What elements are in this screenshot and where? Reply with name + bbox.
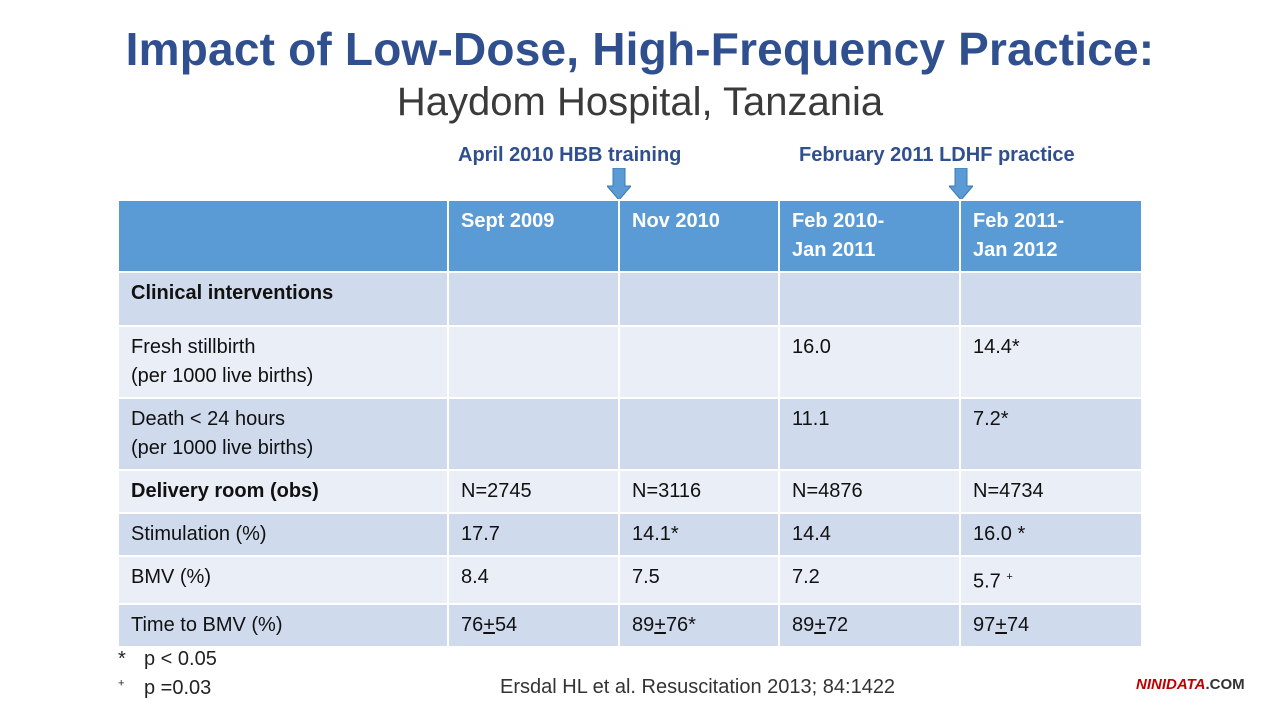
- table-row: Clinical interventions: [117, 271, 1143, 327]
- down-arrow-icon: [607, 168, 631, 200]
- table-cell: N=4876: [778, 469, 961, 514]
- table-row: Stimulation (%) 17.7 14.1* 14.4 16.0 *: [117, 512, 1143, 557]
- table-header-row: Sept 2009 Nov 2010 Feb 2010- Jan 2011 Feb…: [117, 199, 1143, 273]
- milestone-hbb-training: April 2010 HBB training: [458, 144, 682, 166]
- table-cell: [618, 397, 780, 471]
- row-label: Clinical interventions: [117, 271, 449, 327]
- table-cell: [778, 271, 961, 327]
- table-row: BMV (%) 8.4 7.5 7.2 5.7 +: [117, 555, 1143, 605]
- table-cell: N=2745: [447, 469, 620, 514]
- table-cell: 89+76*: [618, 602, 780, 648]
- header-cell-nov-2010: Nov 2010: [618, 199, 780, 273]
- header-cell-empty: [117, 199, 449, 273]
- table-cell: 97+74: [959, 602, 1143, 648]
- row-label: BMV (%): [117, 555, 449, 605]
- table-cell: [618, 271, 780, 327]
- row-label: Time to BMV (%): [117, 602, 449, 648]
- table-row: Death < 24 hours (per 1000 live births) 1…: [117, 397, 1143, 471]
- table-cell: [959, 271, 1143, 327]
- table-cell: 8.4: [447, 555, 620, 605]
- header-cell-feb2010-jan2011: Feb 2010- Jan 2011: [778, 199, 961, 273]
- row-label: Fresh stillbirth (per 1000 live births): [117, 325, 449, 399]
- table-row: Time to BMV (%) 76+54 89+76* 89+72 97+74: [117, 602, 1143, 648]
- footnote-significance-plus: + p =0.03: [118, 677, 212, 699]
- table-row: Fresh stillbirth (per 1000 live births) 1…: [117, 325, 1143, 399]
- table-cell: N=3116: [618, 469, 780, 514]
- row-label: Delivery room (obs): [117, 469, 449, 514]
- down-arrow-icon: [949, 168, 973, 200]
- table-cell: 89+72: [778, 602, 961, 648]
- brand-watermark: NINIDATA.COM: [1136, 676, 1245, 693]
- citation: Ersdal HL et al. Resuscitation 2013; 84:…: [500, 676, 896, 698]
- table-cell: 11.1: [778, 397, 961, 471]
- table-cell: 16.0 *: [959, 512, 1143, 557]
- table-cell: [447, 271, 620, 327]
- table-cell: 14.4*: [959, 325, 1143, 399]
- table-row: Delivery room (obs) N=2745 N=3116 N=4876…: [117, 469, 1143, 514]
- table-cell: 17.7: [447, 512, 620, 557]
- table-cell: 5.7 +: [959, 555, 1143, 605]
- table-cell: 14.1*: [618, 512, 780, 557]
- slide-title: Impact of Low-Dose, High-Frequency Pract…: [125, 23, 1155, 75]
- table-cell: 16.0: [778, 325, 961, 399]
- table-cell: [618, 325, 780, 399]
- slide-subtitle: Haydom Hospital, Tanzania: [396, 80, 884, 124]
- table-cell: 7.5: [618, 555, 780, 605]
- row-label: Death < 24 hours (per 1000 live births): [117, 397, 449, 471]
- table-cell: N=4734: [959, 469, 1143, 514]
- table-cell: 14.4: [778, 512, 961, 557]
- table-cell: 76+54: [447, 602, 620, 648]
- table-cell: [447, 325, 620, 399]
- results-table: Sept 2009 Nov 2010 Feb 2010- Jan 2011 Feb…: [117, 199, 1143, 648]
- table-cell: [447, 397, 620, 471]
- milestone-ldhf-practice: February 2011 LDHF practice: [799, 144, 1075, 166]
- table-cell: 7.2: [778, 555, 961, 605]
- significance-marker: +: [1006, 571, 1013, 583]
- header-cell-sept-2009: Sept 2009: [447, 199, 620, 273]
- table-cell: 7.2*: [959, 397, 1143, 471]
- footnote-significance: * p < 0.05: [118, 648, 217, 670]
- row-label: Stimulation (%): [117, 512, 449, 557]
- header-cell-feb2011-jan2012: Feb 2011- Jan 2012: [959, 199, 1143, 273]
